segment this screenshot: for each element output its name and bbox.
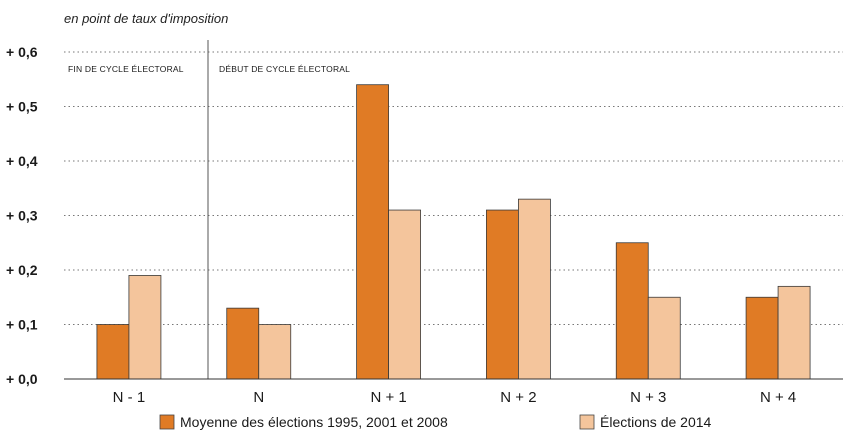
- unit-label: en point de taux d'imposition: [64, 11, 228, 26]
- phase-label-end-cycle: FIN DE CYCLE ÉLECTORAL: [68, 64, 184, 74]
- phase-label-start-cycle: DÉBUT DE CYCLE ÉLECTORAL: [219, 64, 350, 74]
- y-tick-label: + 0,1: [6, 317, 38, 333]
- legend: Moyenne des élections 1995, 2001 et 2008…: [159, 414, 712, 430]
- bar-average: [486, 209, 519, 380]
- y-tick-label: + 0,4: [6, 153, 38, 169]
- y-tick-label: + 0,0: [6, 371, 38, 387]
- y-tick-label: + 0,2: [6, 262, 38, 278]
- x-tick-label: N: [253, 389, 264, 406]
- bar-2014: [258, 324, 292, 380]
- bars: [96, 84, 811, 380]
- bar-2014: [388, 209, 421, 380]
- x-tick-label: N - 1: [113, 389, 146, 406]
- bar-2014: [518, 198, 551, 380]
- x-tick-label: N + 4: [760, 389, 796, 406]
- legend-swatch-average: [159, 414, 175, 430]
- y-axis-ticks: + 0,0 + 0,1 + 0,2 + 0,3 + 0,4 + 0,5 + 0,6: [6, 44, 38, 387]
- bar-average: [745, 296, 779, 380]
- gridlines: [64, 51, 843, 325]
- x-tick-label: N + 1: [370, 389, 406, 406]
- y-tick-label: + 0,5: [6, 99, 38, 115]
- y-tick-label: + 0,6: [6, 44, 38, 60]
- bar-average: [226, 307, 260, 380]
- bar-2014: [647, 296, 681, 380]
- bar-average: [356, 84, 389, 380]
- legend-label-average: Moyenne des élections 1995, 2001 et 2008: [180, 414, 448, 430]
- legend-swatch-2014: [579, 414, 595, 430]
- bar-2014: [128, 275, 162, 380]
- bar-2014: [777, 285, 811, 380]
- bar-average: [615, 242, 649, 380]
- bar-average: [96, 324, 130, 380]
- x-tick-label: N + 3: [630, 389, 666, 406]
- x-tick-label: N + 2: [500, 389, 536, 406]
- y-tick-label: + 0,3: [6, 208, 38, 224]
- x-axis-ticks: N - 1 N N + 1 N + 2 N + 3 N + 4: [113, 389, 797, 406]
- legend-label-2014: Élections de 2014: [600, 414, 712, 430]
